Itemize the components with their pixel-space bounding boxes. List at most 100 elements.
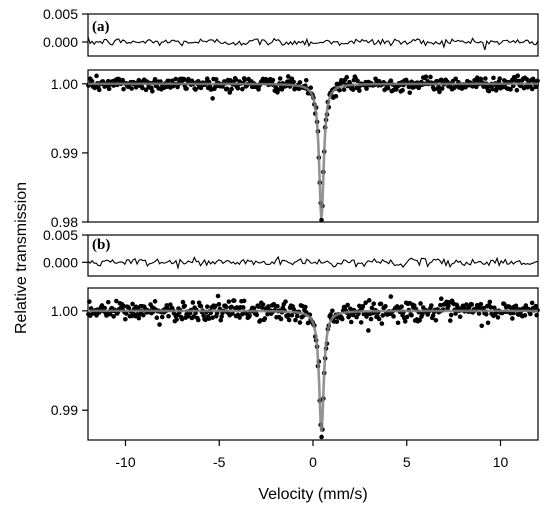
panel-b-data-point [533,303,539,309]
panel-b-data-point [388,294,394,299]
panel-b-data-point [254,312,260,318]
ticks-layer: 0.0050.0001.000.990.980.0050.0001.000.99… [43,6,509,470]
panel-b-data-point [203,317,208,323]
panel-b-data-point [107,311,113,317]
panel-b-data-point [190,300,196,305]
panel-a-data-point [350,87,356,92]
panel-b-data-point [121,303,126,309]
panel-a-data-point [319,217,324,223]
panel-b-data-point [266,304,271,309]
panel-a-res-ytick-0000-label: 0.000 [43,34,78,50]
panel-b-data-point [366,328,371,333]
x-tick-label-0: -10 [115,454,135,470]
panel-b-data-point [123,311,129,316]
panel-b-data-point [94,313,99,318]
panel-a-data-point [439,86,445,91]
panel-b-data-point [141,312,146,318]
panel-a-data-point [166,78,171,84]
panel-b-data-point [438,302,443,308]
panel-b-data-point [391,314,396,319]
panel-a-data-point [279,87,285,92]
panel-b-data-point [510,316,515,321]
panel-b-data-point [345,302,350,308]
panel-b-data-point [247,313,252,319]
panel-b-data-point [303,304,308,310]
panel-b-data-point [154,315,160,321]
panel-b-data-point [487,299,493,305]
panel-b-data-point [198,303,204,309]
fit-lines-layer [87,36,539,270]
panel-b-data-point [404,314,410,320]
panel-a-data-point [181,76,187,82]
panel-b-data-point [348,306,353,312]
panel-a-data-point [297,80,303,85]
panel-b-data-point [371,301,377,306]
panel-a-data-point [453,76,458,82]
panel-a-data-point [355,78,360,84]
panel-b-data-point [206,316,212,321]
panel-a-data-point [303,77,309,83]
panel-b-data-point [297,320,303,325]
panel-b-data-point [399,304,404,309]
panel-a-data-point [407,90,413,95]
panel-b-data-point [152,299,158,304]
panel-b-data-point [366,298,372,303]
panel-a-data-point [276,87,281,92]
panel-b-data-point [485,320,491,326]
panel-a-data-point [270,77,276,83]
panel-b-data-point [481,305,486,311]
panel-b-label: (b) [92,237,110,253]
panel-b-data-point [418,301,423,306]
panel-b-data-point [433,318,439,323]
panel-a-data-point [186,76,191,82]
panel-a-data-point [483,76,488,81]
panel-a-data-point [242,77,248,83]
panel-a-data-point [193,87,198,92]
panel-a-data-point [491,75,496,81]
panel-a-data-point [285,74,291,79]
panel-a-data-point [89,78,95,84]
panel-b-data-point [334,319,340,324]
panel-b-data-point [522,313,528,318]
panel-b-data-point [457,314,463,320]
panel-b-data-point [275,303,280,309]
panel-a-fit-line [88,82,538,219]
panel-b-data-point [182,303,188,309]
panel-b-data-point [319,434,324,440]
panel-b-data-point [191,314,197,319]
panel-b-data-point [348,319,354,325]
panel-b-data-point [476,311,482,316]
panel-a-data-point [497,76,503,81]
x-tick-label-3: 5 [403,454,411,470]
panel-b-data-point [218,317,224,323]
panel-a-data-point [129,86,134,91]
panel-b-data-point [164,303,170,308]
panel-b-data-point [260,302,266,307]
panel-a-data-point [434,78,440,84]
panel-b-data-point [438,296,444,302]
panel-b-data-point [240,305,246,310]
panel-a-data-point [423,74,429,79]
panel-b-data-point [157,322,162,327]
panel-a-data-point [486,88,492,94]
panel-a-data-point [169,78,175,84]
panel-b-data-point [226,299,232,304]
panel-b-data-point [285,312,291,318]
panel-a-data-point [277,76,283,81]
panel-b-data-point [483,312,489,317]
panel-a-res-ytick-0005-label: 0.005 [43,6,78,22]
panel-a-data-point [388,78,394,83]
panel-a-spec-ytick-1-label: 0.99 [51,145,78,161]
x-tick-label-4: 10 [493,454,509,470]
panel-a-data-point [428,74,433,80]
panel-b-res-ytick-0000-label: 0.000 [43,254,78,270]
panel-a-data-point [94,73,99,79]
x-axis-label: Velocity (mm/s) [258,486,367,503]
panel-b-data-point [330,308,335,314]
panel-a-data-point [173,76,179,82]
panel-a-data-point [308,85,314,90]
panel-b-data-point [402,319,408,324]
panel-a-data-point [529,86,535,92]
panel-b-data-point [286,317,292,323]
panel-a-data-point [431,87,437,92]
